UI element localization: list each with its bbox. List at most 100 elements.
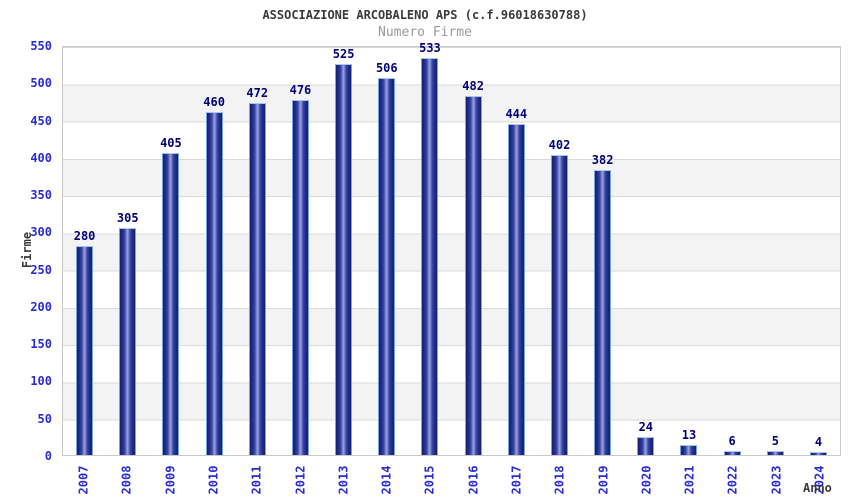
bar-2008 — [119, 227, 137, 455]
bar-2009 — [162, 153, 180, 455]
bar-value-label: 533 — [419, 40, 441, 55]
x-axis-tick: 2010 — [192, 459, 235, 500]
bar-value-label: 24 — [638, 420, 654, 435]
y-axis-tick-label: 350 — [30, 188, 52, 203]
bar-2007 — [76, 246, 94, 455]
x-axis-tick-label: 2020 — [639, 465, 654, 494]
bar-slot: 525 — [322, 47, 365, 455]
bar-2011 — [248, 103, 266, 455]
bar-value-label: 305 — [116, 210, 139, 225]
y-axis-tick-label: 0 — [44, 449, 52, 463]
bar-2018 — [550, 155, 568, 455]
bar-2013 — [335, 63, 353, 455]
bar-value-label: 382 — [591, 153, 614, 168]
bar-2015 — [421, 57, 439, 455]
bar-2022 — [723, 450, 741, 455]
x-axis-tick: 2018 — [538, 459, 581, 500]
bar-2024 — [810, 452, 827, 455]
y-axis: 0 50 100 150 200 250 300 350 400 450 500 550 — [0, 39, 54, 463]
bar-slot: 444 — [495, 47, 538, 455]
bar-slot: 472 — [236, 47, 279, 455]
bar-2014 — [378, 77, 396, 455]
y-axis-tick-label: 100 — [30, 374, 52, 389]
x-axis-tick: 2008 — [105, 459, 148, 500]
x-axis-tick-label: 2007 — [76, 465, 91, 494]
x-axis-tick-label: 2013 — [336, 465, 351, 494]
y-axis-tick-label: 250 — [30, 262, 52, 277]
x-axis-tick-label: 2010 — [206, 465, 221, 494]
bar-2016 — [464, 95, 482, 455]
chart-title: ASSOCIAZIONE ARCOBALENO APS (c.f.9601863… — [262, 8, 588, 22]
bar-2021 — [680, 445, 698, 455]
y-axis-tick-label: 400 — [30, 150, 52, 165]
plot-area: 280 305 405 460 472 476 525 506 533 482 444 402 382 2… — [62, 42, 841, 456]
y-axis-title: Firme — [20, 231, 34, 269]
x-axis-title: Anno — [803, 481, 832, 495]
bar-slot: 533 — [408, 42, 451, 455]
x-axis-tick: 2017 — [495, 459, 538, 500]
x-axis-tick: 2016 — [452, 459, 495, 500]
x-axis-tick: 2007 — [62, 459, 105, 500]
bar-value-label: 405 — [160, 136, 182, 151]
x-axis-tick-label: 2018 — [552, 465, 567, 494]
x-axis-tick: 2021 — [668, 459, 711, 500]
bar-2017 — [507, 124, 525, 455]
x-axis-tick: 2023 — [755, 459, 798, 500]
bar-value-label: 6 — [728, 433, 736, 448]
bar-value-label: 506 — [375, 60, 398, 75]
y-axis-tick-label: 300 — [30, 225, 52, 240]
x-axis-tick-label: 2017 — [509, 465, 524, 494]
bar-slot: 460 — [193, 47, 236, 455]
x-axis-tick: 2020 — [625, 459, 668, 500]
bar-value-label: 482 — [462, 78, 484, 93]
bar-2012 — [291, 100, 309, 455]
bar-slot: 405 — [149, 47, 192, 455]
x-axis-tick: 2022 — [711, 459, 754, 500]
bar-value-label: 525 — [332, 46, 355, 61]
x-axis-tick-label: 2011 — [249, 465, 264, 494]
x-axis-tick: 2014 — [365, 459, 408, 500]
y-axis-tick-label: 550 — [30, 39, 52, 53]
bar-value-label: 472 — [246, 86, 269, 101]
bar-slot: 402 — [538, 47, 581, 455]
x-axis-tick-label: 2012 — [293, 465, 308, 494]
x-axis-tick: 2009 — [149, 459, 192, 500]
bar-value-label: 444 — [505, 107, 528, 122]
bar-slot: 476 — [279, 47, 322, 455]
bar-slot: 506 — [365, 47, 408, 455]
bar-slot: 13 — [667, 47, 710, 455]
bar-slot: 5 — [754, 47, 797, 455]
bar-slot: 382 — [581, 47, 624, 455]
bar-value-label: 5 — [771, 434, 779, 449]
chart-subtitle: Numero Firme — [378, 25, 472, 40]
bar-slot: 6 — [711, 47, 754, 455]
x-axis-tick: 2011 — [235, 459, 278, 500]
x-axis-tick-label: 2019 — [596, 465, 611, 494]
bar-value-label: 460 — [203, 95, 225, 110]
bar-2010 — [205, 112, 223, 455]
x-axis-tick: 2012 — [278, 459, 321, 500]
bar-2020 — [637, 437, 655, 455]
y-axis-tick-label: 150 — [30, 337, 52, 352]
y-axis-tick-label: 500 — [30, 76, 52, 91]
x-axis-tick: 2013 — [322, 459, 365, 500]
x-axis-tick: 2019 — [581, 459, 624, 500]
bar-value-label: 476 — [289, 83, 312, 98]
x-axis-tick-label: 2008 — [119, 465, 134, 494]
x-axis-tick-label: 2014 — [379, 465, 394, 494]
bar-2019 — [594, 170, 612, 455]
x-axis-tick-label: 2021 — [682, 465, 697, 494]
bar-slot: 482 — [452, 47, 495, 455]
bar-value-label: 4 — [814, 435, 823, 450]
x-axis-tick-label: 2015 — [422, 465, 437, 494]
bar-slot: 24 — [624, 47, 667, 455]
x-axis-tick-label: 2016 — [466, 465, 481, 494]
bar-slot: 305 — [106, 47, 149, 455]
bar-value-label: 280 — [73, 229, 96, 244]
bar-value-label: 402 — [548, 138, 571, 153]
x-axis: 2007 2008 2009 2010 2011 2012 2013 2014 2015 2016… — [62, 459, 841, 500]
x-axis-tick-label: 2009 — [163, 465, 178, 494]
x-axis-tick-label: 2022 — [725, 465, 740, 494]
bar-slot: 4 — [797, 47, 840, 455]
bar-value-label: 13 — [681, 428, 697, 443]
